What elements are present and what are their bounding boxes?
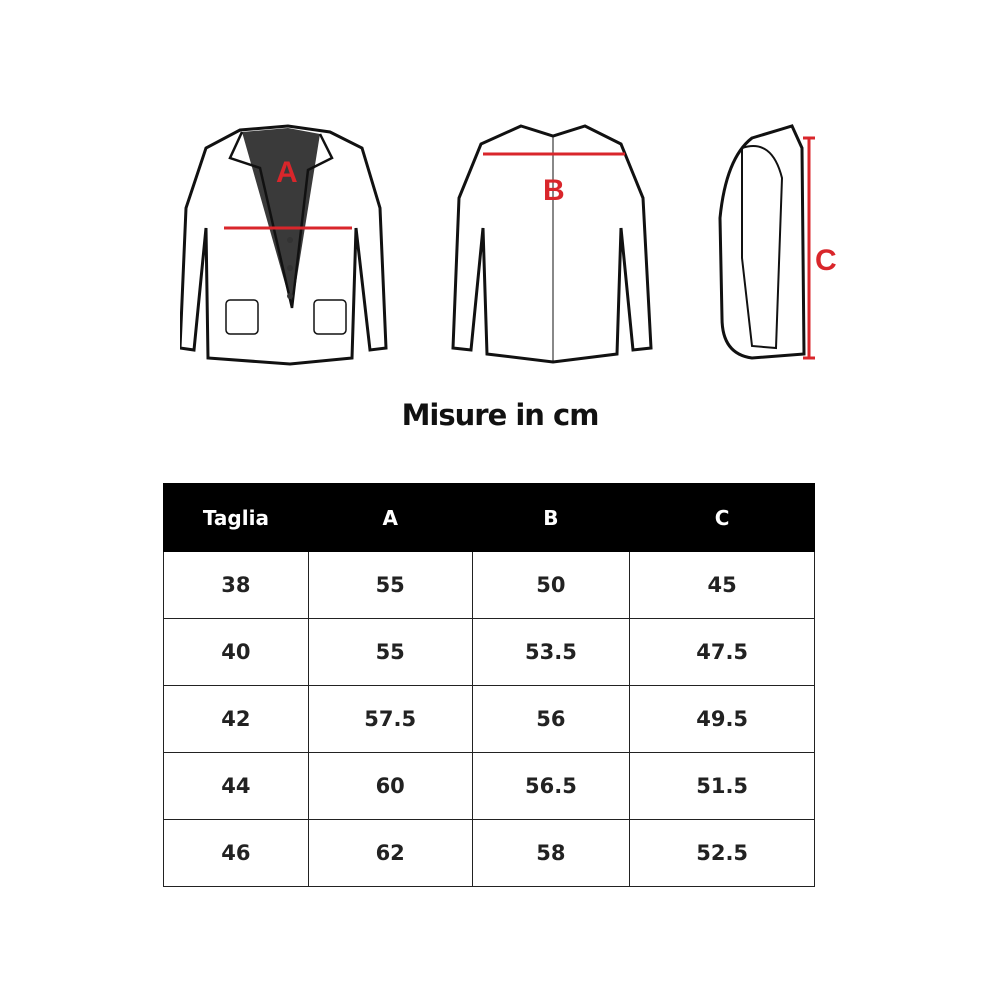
table-cell: 38 (163, 551, 309, 619)
table-cell: 46 (163, 819, 309, 887)
table-cell: 44 (163, 752, 309, 820)
page-title: Misure in cm (401, 398, 600, 432)
table-row: 44 60 56.5 51.5 (163, 752, 815, 820)
measure-label-a: A (276, 156, 298, 189)
table-row: 40 55 53.5 47.5 (163, 618, 815, 686)
table-cell: 40 (163, 618, 309, 686)
table-row: 46 62 58 52.5 (163, 819, 815, 887)
table-cell: 55 (307, 618, 473, 686)
jacket-back-illustration: B (451, 124, 653, 364)
table-cell: 55 (307, 551, 473, 619)
jacket-side-illustration: C (718, 124, 837, 360)
table-row: 42 57.5 56 49.5 (163, 685, 815, 753)
table-cell: 53.5 (471, 618, 631, 686)
table-row: 38 55 50 45 (163, 551, 815, 619)
table-cell: 42 (163, 685, 309, 753)
table-cell: 50 (471, 551, 631, 619)
measure-label-c: C (815, 244, 837, 277)
size-table: Taglia A B C 38 55 50 45 40 55 53.5 47.5 42 57.5 5… (163, 483, 815, 887)
measure-label-b: B (543, 174, 565, 207)
table-cell: 51.5 (629, 752, 815, 820)
header-c: C (629, 483, 815, 552)
header-b: B (471, 483, 631, 552)
header-a: A (307, 483, 473, 552)
table-cell: 49.5 (629, 685, 815, 753)
table-cell: 57.5 (307, 685, 473, 753)
table-cell: 47.5 (629, 618, 815, 686)
table-cell: 52.5 (629, 819, 815, 887)
table-header-row: Taglia A B C (163, 483, 815, 552)
jacket-front-illustration: A (180, 124, 388, 366)
header-size: Taglia (163, 483, 309, 552)
table-cell: 56.5 (471, 752, 631, 820)
table-cell: 60 (307, 752, 473, 820)
table-cell: 58 (471, 819, 631, 887)
table-cell: 56 (471, 685, 631, 753)
table-cell: 62 (307, 819, 473, 887)
table-cell: 45 (629, 551, 815, 619)
